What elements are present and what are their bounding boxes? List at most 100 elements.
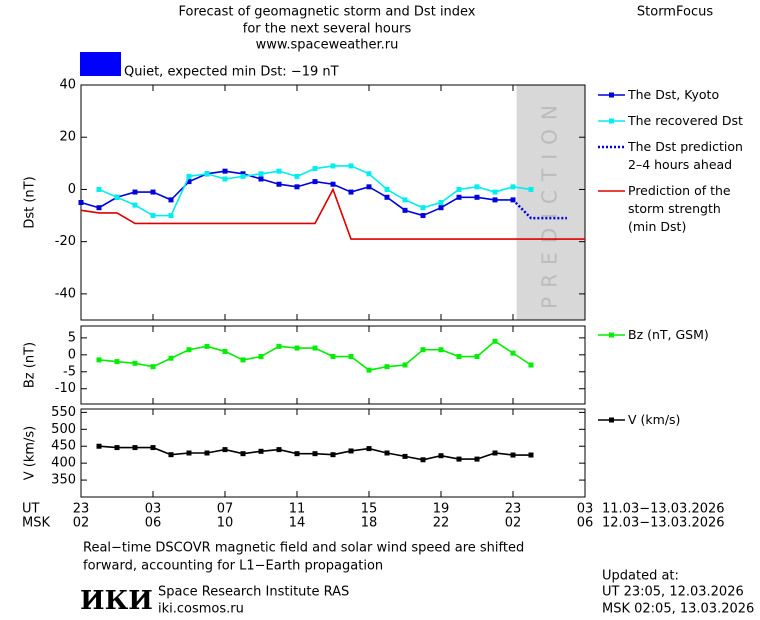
- y-tick-label: -40: [55, 286, 76, 301]
- point: [366, 446, 372, 452]
- point: [402, 362, 408, 368]
- x-tick-label: 11: [289, 502, 306, 517]
- point: [276, 343, 282, 349]
- y-tick-label: 5: [68, 330, 76, 345]
- point: [348, 163, 354, 169]
- point: [114, 194, 120, 200]
- point: [294, 184, 300, 190]
- point: [438, 453, 444, 459]
- point: [222, 348, 228, 354]
- legend-marker: [609, 417, 614, 423]
- point: [258, 448, 264, 454]
- y-tick-label: 0: [68, 347, 76, 362]
- y-tick-label: 350: [51, 473, 76, 488]
- point: [294, 451, 300, 457]
- point: [186, 173, 192, 179]
- legend-label: The Dst prediction 2–4 hours ahead: [628, 139, 743, 172]
- point: [402, 453, 408, 459]
- point: [366, 367, 372, 373]
- point: [492, 197, 498, 203]
- point: [96, 357, 102, 363]
- point: [312, 166, 318, 172]
- x-tick-label: 15: [361, 502, 378, 517]
- band-label: PREDICTION: [537, 96, 561, 309]
- point: [366, 184, 372, 190]
- x-tick-label: 18: [361, 516, 378, 531]
- point: [348, 189, 354, 195]
- note-line: forward, accounting for L1−Earth propaga…: [83, 559, 383, 574]
- status-swatch: [80, 52, 121, 76]
- point: [438, 200, 444, 205]
- series-line: [98, 165, 532, 217]
- point: [510, 350, 516, 356]
- point: [492, 338, 498, 344]
- status-text: Quiet, expected min Dst: −19 nT: [124, 65, 339, 80]
- row-label: UT: [22, 502, 40, 517]
- point: [96, 443, 102, 449]
- updated: UT 23:05, 12.03.2026: [602, 585, 744, 600]
- point: [528, 362, 534, 368]
- y-axis-label: Dst (nT): [23, 176, 38, 228]
- plot-frame: [80, 84, 586, 321]
- point: [168, 213, 174, 219]
- point: [384, 186, 390, 192]
- point: [222, 176, 228, 182]
- logo: ИКИ: [80, 586, 153, 616]
- point: [204, 450, 210, 456]
- point: [78, 200, 84, 205]
- point: [330, 163, 336, 169]
- legend-label: V (km/s): [628, 412, 681, 427]
- point: [186, 450, 192, 456]
- title-line: for the next several hours: [243, 22, 412, 37]
- point: [294, 173, 300, 179]
- point: [222, 447, 228, 453]
- point: [114, 445, 120, 451]
- legend-marker: [609, 92, 614, 98]
- series-line: [512, 199, 567, 220]
- point: [204, 343, 210, 349]
- legend-marker: [609, 332, 614, 338]
- point: [510, 452, 516, 458]
- x-tick-label: 03: [577, 502, 594, 517]
- point: [114, 359, 120, 365]
- point: [330, 354, 336, 360]
- point: [492, 189, 498, 195]
- legend-label: Bz (nT, GSM): [628, 327, 709, 342]
- x-tick-label: 23: [505, 502, 522, 517]
- y-axis-label: V (km/s): [23, 426, 38, 481]
- y-axis-label: Bz (nT): [23, 342, 38, 388]
- point: [222, 168, 228, 174]
- point: [330, 452, 336, 458]
- y-tick-label: 40: [59, 78, 76, 93]
- date-range: 12.03−13.03.2026: [602, 516, 725, 531]
- legend-label: Prediction of the storm strength (min Ds…: [628, 183, 731, 234]
- point: [474, 354, 480, 360]
- y-tick-label: -20: [55, 234, 76, 249]
- x-tick-label: 10: [217, 516, 234, 531]
- point: [384, 364, 390, 370]
- point: [150, 445, 156, 451]
- point: [132, 189, 138, 195]
- point: [150, 213, 156, 219]
- point: [150, 364, 156, 370]
- point: [474, 194, 480, 200]
- y-tick-label: 20: [59, 130, 76, 145]
- point: [240, 451, 246, 457]
- series-line: [80, 187, 585, 240]
- y-tick-label: -5: [63, 364, 76, 379]
- point: [348, 354, 354, 360]
- point: [420, 213, 426, 219]
- point: [528, 186, 534, 192]
- point: [96, 205, 102, 211]
- institute: Space Research Institute RAS: [158, 585, 349, 600]
- x-tick-label: 06: [577, 516, 594, 531]
- point: [240, 357, 246, 363]
- point: [258, 354, 264, 360]
- point: [276, 168, 282, 174]
- x-tick-label: 19: [433, 502, 450, 517]
- point: [474, 456, 480, 462]
- point: [132, 202, 138, 208]
- updated: MSK 02:05, 13.03.2026: [602, 602, 754, 617]
